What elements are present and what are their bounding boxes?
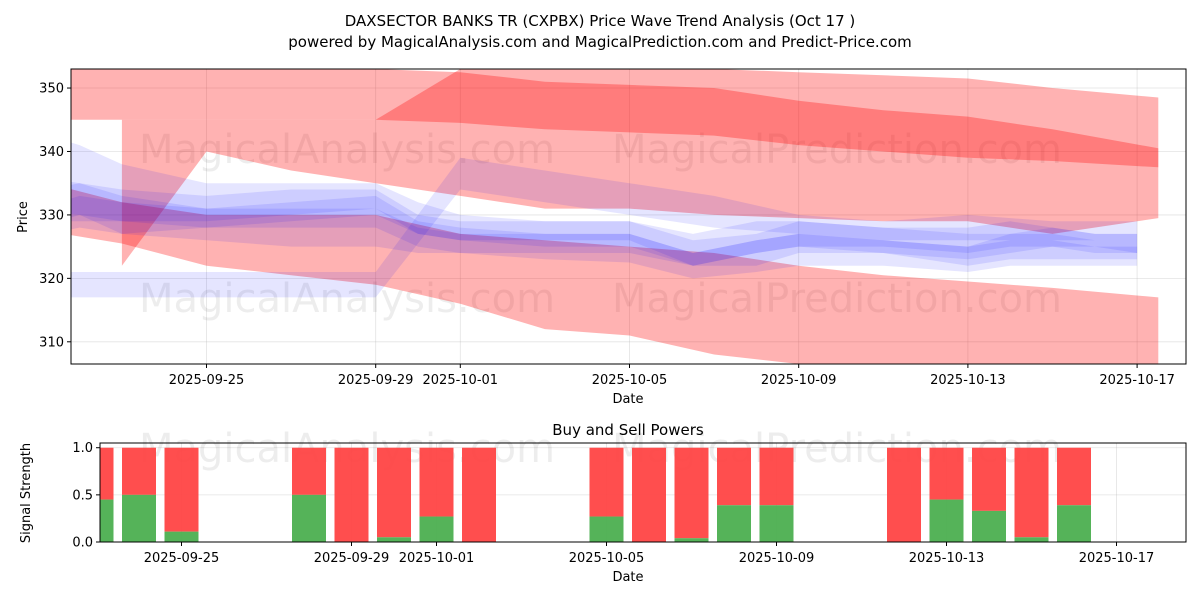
sell-bar-5 xyxy=(377,447,411,538)
blue-band-blue-wave-2 xyxy=(71,183,1138,266)
watermark-analysis-upper: MagicalAnalysis.com xyxy=(139,127,555,173)
buy-bar-5 xyxy=(377,537,411,542)
signal-title: Buy and Sell Powers xyxy=(552,421,704,439)
title-line2: powered by MagicalAnalysis.com and Magic… xyxy=(288,33,912,51)
signal-xtick-label: 2025-10-17 xyxy=(1079,551,1155,566)
buy-bar-17 xyxy=(1057,505,1091,542)
buy-bar-12 xyxy=(759,505,794,542)
watermark-analysis-lower: MagicalAnalysis.com xyxy=(139,276,555,322)
price-xtick-label: 2025-09-29 xyxy=(338,373,414,388)
signal-ytick-label: 0.5 xyxy=(72,488,93,503)
blue-band-blue-wave-3 xyxy=(71,181,1138,266)
sell-bar-16 xyxy=(1014,447,1049,538)
sell-bar-14 xyxy=(929,447,964,500)
sell-bar-8 xyxy=(589,447,624,517)
signal-xtick-label: 2025-09-25 xyxy=(144,551,220,566)
watermark-prediction-lower: MagicalPrediction.com xyxy=(612,276,1062,322)
price-watermarks: MagicalAnalysis.com MagicalPrediction.co… xyxy=(139,127,1062,322)
blue-band-blue-wave-4 xyxy=(71,157,1138,298)
buy-bar-15 xyxy=(972,510,1006,542)
signal-ytick-label: 1.0 xyxy=(72,441,93,456)
sell-bar-2 xyxy=(164,447,199,532)
buy-bar-3 xyxy=(292,494,326,542)
price-axes: 2025-09-25 2025-09-29 2025-10-01 2025-10-05… xyxy=(39,82,1175,388)
price-ytick-label: 320 xyxy=(39,272,64,287)
price-xlabel: Date xyxy=(612,392,643,407)
price-panel: MagicalAnalysis.com MagicalPrediction.co… xyxy=(16,68,1187,407)
buy-bar-14 xyxy=(929,499,964,542)
sell-bar-11 xyxy=(717,447,751,506)
red-band-upper-red-inner xyxy=(71,69,1159,168)
buy-bar-0 xyxy=(100,499,114,542)
price-xtick-label: 2025-10-09 xyxy=(761,373,837,388)
title-line1: DAXSECTOR BANKS TR (CXPBX) Price Wave Tr… xyxy=(345,12,856,30)
buy-bar-11 xyxy=(717,505,751,542)
price-xtick-label: 2025-10-17 xyxy=(1099,373,1175,388)
signal-xlabel: Date xyxy=(612,570,643,585)
signal-ytick-label: 0.0 xyxy=(72,536,93,551)
price-xtick-label: 2025-10-13 xyxy=(930,373,1006,388)
signal-bars xyxy=(100,447,1091,542)
signal-xtick-label: 2025-10-01 xyxy=(399,551,475,566)
price-ytick-label: 330 xyxy=(39,208,64,223)
price-ytick-label: 310 xyxy=(39,335,64,350)
sell-bar-13 xyxy=(887,447,921,542)
sell-bar-7 xyxy=(462,447,496,542)
buy-bar-2 xyxy=(164,531,199,542)
price-grid xyxy=(71,69,1186,364)
price-xtick-label: 2025-09-25 xyxy=(169,373,245,388)
signal-xtick-label: 2025-10-05 xyxy=(569,551,645,566)
blue-band-blue-wave-1 xyxy=(71,142,1138,279)
sell-bar-3 xyxy=(292,447,326,495)
red-band-lower-red xyxy=(71,189,1159,364)
price-ytick-label: 340 xyxy=(39,145,64,160)
sell-bar-4 xyxy=(334,447,369,542)
buy-bar-10 xyxy=(674,538,709,542)
price-xtick-label: 2025-10-01 xyxy=(423,373,499,388)
buy-bar-16 xyxy=(1014,537,1049,542)
sell-bar-9 xyxy=(632,447,666,542)
sell-bar-0 xyxy=(100,447,114,500)
sell-bar-17 xyxy=(1057,447,1091,506)
price-plot-frame xyxy=(70,68,1187,365)
price-xtick-label: 2025-10-05 xyxy=(592,373,668,388)
sell-bar-6 xyxy=(419,447,454,517)
price-bands xyxy=(71,69,1159,364)
signal-axes: 2025-09-25 2025-09-29 2025-10-01 2025-10-05… xyxy=(72,441,1154,566)
signal-panel: Buy and Sell Powers MagicalAnalysis.com … xyxy=(19,421,1187,585)
blue-band-blue-wave-5 xyxy=(71,195,1138,266)
sell-bar-10 xyxy=(674,447,709,539)
buy-bar-8 xyxy=(589,516,624,542)
signal-xtick-label: 2025-09-29 xyxy=(314,551,390,566)
red-band-upper-red-outer xyxy=(121,69,1159,266)
signal-xtick-label: 2025-10-09 xyxy=(739,551,815,566)
price-ylabel: Price xyxy=(16,201,31,233)
sell-bar-12 xyxy=(759,447,794,506)
price-ytick-label: 350 xyxy=(39,82,64,97)
buy-bar-1 xyxy=(122,494,156,542)
signal-plot-frame xyxy=(99,442,1187,543)
watermark-prediction-upper: MagicalPrediction.com xyxy=(612,127,1062,173)
buy-bar-6 xyxy=(419,516,454,542)
signal-xtick-label: 2025-10-13 xyxy=(909,551,985,566)
sell-bar-1 xyxy=(122,447,156,495)
sell-bar-15 xyxy=(972,447,1006,511)
signal-ylabel: Signal Strength xyxy=(19,443,34,543)
